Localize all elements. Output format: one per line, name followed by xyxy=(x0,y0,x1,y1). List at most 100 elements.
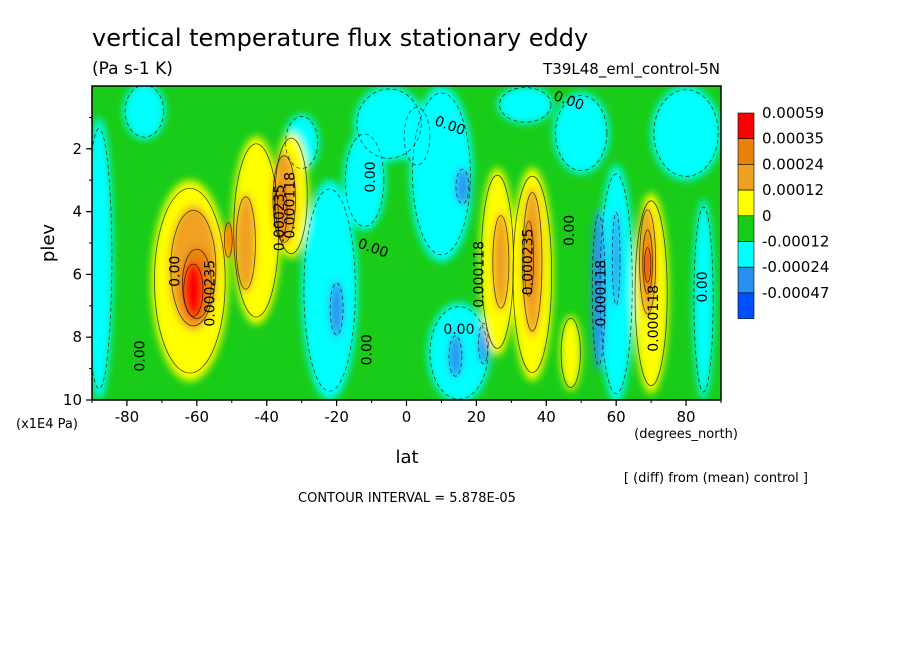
contour-line xyxy=(611,212,621,306)
x-axis-units: (degrees_north) xyxy=(634,427,738,442)
contour-line xyxy=(183,263,204,317)
contour-line xyxy=(235,196,256,290)
x-axis-label: lat xyxy=(395,447,418,468)
contour-region xyxy=(523,217,535,300)
contour-line xyxy=(285,116,319,169)
contour-line xyxy=(653,89,719,177)
contour-line xyxy=(344,133,385,227)
contour-region xyxy=(644,246,652,284)
x-tick-label: -40 xyxy=(254,408,279,426)
legend-label: -0.00047 xyxy=(762,284,829,302)
contour-label: 0.00 xyxy=(443,322,474,338)
x-tick-label: 60 xyxy=(607,408,626,426)
contour-line xyxy=(560,317,581,388)
legend-label: -0.00024 xyxy=(762,258,829,276)
contour-line xyxy=(644,247,652,283)
contour-label: 0.000118 xyxy=(646,285,662,352)
contour-interval: CONTOUR INTERVAL = 5.878E-05 xyxy=(298,491,516,506)
y-tick-label: 2 xyxy=(72,140,82,158)
legend-swatch xyxy=(737,112,755,140)
contour-label: 0.00 xyxy=(360,334,376,365)
y-tick-label: 4 xyxy=(72,203,82,221)
contour-region xyxy=(693,199,715,400)
x-tick-label: -60 xyxy=(185,408,210,426)
contour-region xyxy=(651,86,721,181)
y-tick-label: 10 xyxy=(63,391,82,409)
legend-label: 0.00024 xyxy=(762,155,824,173)
color-legend: 0.00059 0.00035 0.00024 0.00012 0 -0.00012 -0.… xyxy=(737,104,829,319)
legend-swatch xyxy=(737,138,755,165)
contour-line xyxy=(403,106,431,166)
contour-line xyxy=(412,92,471,256)
contour-region xyxy=(448,334,463,379)
contour-line xyxy=(455,168,470,205)
contour-region xyxy=(123,86,166,140)
legend-swatch xyxy=(737,189,755,217)
y-axis-label: plev xyxy=(38,224,59,263)
contour-line xyxy=(224,222,233,258)
contour-line xyxy=(356,88,422,159)
contour-line xyxy=(634,200,668,387)
contour-label: 0.00 xyxy=(363,161,379,192)
contour-line xyxy=(274,137,308,255)
legend-swatch xyxy=(737,241,755,268)
x-tick-label: -20 xyxy=(324,408,349,426)
legend-swatch xyxy=(737,292,755,319)
contour-line xyxy=(233,143,280,318)
contour-line xyxy=(599,173,633,394)
contour-region xyxy=(92,117,113,400)
contour-line xyxy=(512,175,552,374)
contour-region xyxy=(403,104,431,168)
contour-label: 0.000118 xyxy=(471,241,487,308)
contour-line xyxy=(499,87,552,123)
contour-region xyxy=(560,315,582,391)
contour-label: 0.000118 xyxy=(594,260,610,327)
contour-line xyxy=(448,335,463,377)
contour-line xyxy=(170,209,217,327)
contour-region xyxy=(224,221,233,259)
contour-line xyxy=(523,220,535,297)
contour-region xyxy=(182,261,204,319)
contour-region xyxy=(235,192,257,294)
legend-label: 0 xyxy=(762,207,772,225)
legend-swatch xyxy=(737,215,755,242)
legend-label: 0.00035 xyxy=(762,130,824,148)
contour-line xyxy=(522,192,543,332)
y-tick-label: 6 xyxy=(72,265,82,283)
contour-line xyxy=(92,128,113,390)
contour-label: 0.00 xyxy=(132,340,148,371)
legend-swatch xyxy=(737,164,755,191)
contour-line xyxy=(478,322,489,365)
y-axis-units: (x1E4 Pa) xyxy=(16,417,78,432)
contour-line xyxy=(591,214,606,366)
contour-region xyxy=(329,280,344,338)
x-tick-label: 40 xyxy=(537,408,556,426)
legend-swatch xyxy=(737,266,755,294)
contour-region xyxy=(492,211,510,313)
contour-line xyxy=(273,185,288,238)
legend-label: 0.00012 xyxy=(762,181,824,199)
y-tick-label: 8 xyxy=(72,328,82,346)
legend-label: -0.00012 xyxy=(762,233,829,251)
contour-line xyxy=(272,155,296,243)
contour-region xyxy=(497,86,554,124)
contour-line xyxy=(124,86,165,138)
contour-field xyxy=(92,86,721,400)
contour-line xyxy=(555,95,608,172)
contour-region xyxy=(455,167,470,206)
contour-label: 0.00 xyxy=(695,271,711,302)
contour-label: 0.000235 xyxy=(202,260,218,327)
contour-region xyxy=(611,208,621,309)
contour-line xyxy=(329,282,344,336)
contour-line xyxy=(181,248,212,319)
contour-line xyxy=(693,206,714,393)
contour-label: 0.000235 xyxy=(520,228,536,295)
diff-note: [ (diff) from (mean) control ] xyxy=(624,471,808,486)
contour-line xyxy=(639,209,657,315)
chart-title: vertical temperature flux stationary edd… xyxy=(92,24,588,52)
x-tick-label: -80 xyxy=(115,408,140,426)
legend-label: 0.00059 xyxy=(762,104,824,122)
x-tick-label: 0 xyxy=(402,408,412,426)
x-tick-label: 80 xyxy=(677,408,696,426)
